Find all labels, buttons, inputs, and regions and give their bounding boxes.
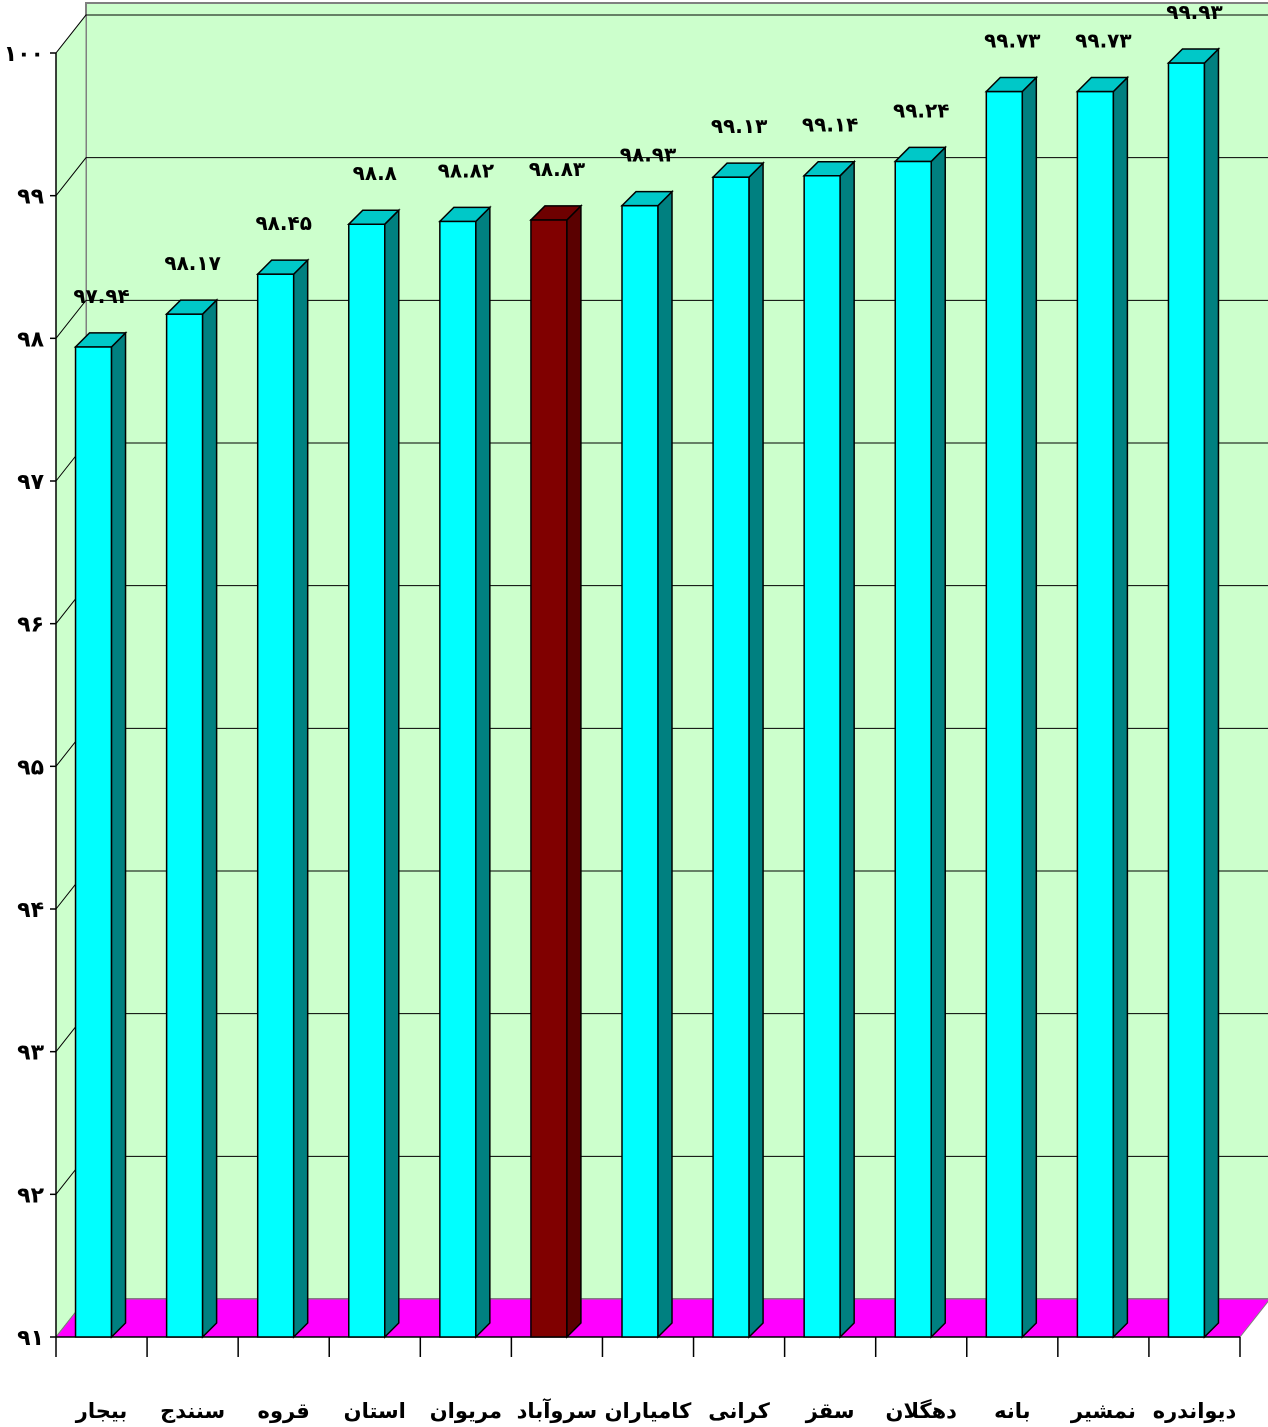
data-label: ۹۹.۷۳ xyxy=(1075,29,1131,53)
bar xyxy=(802,159,856,1339)
data-label: ۹۹.۹۳ xyxy=(1166,0,1222,24)
bar-side xyxy=(292,258,309,1339)
category-label: دیواندره xyxy=(1153,1399,1237,1423)
bar-front xyxy=(712,176,750,1338)
y-tick-label: ۹۲ xyxy=(17,1183,44,1208)
data-label: ۹۸.۸۲ xyxy=(438,158,494,182)
data-label: ۹۹.۲۴ xyxy=(893,98,949,122)
bar-front xyxy=(621,204,659,1338)
bar xyxy=(893,145,948,1339)
bar-front xyxy=(74,346,113,1338)
bar xyxy=(1166,47,1221,1339)
data-label: ۹۸.۸ xyxy=(353,161,397,185)
data-label: ۹۹.۱۳ xyxy=(711,114,767,138)
y-tick-label: ۹۸ xyxy=(17,327,44,352)
bar-top xyxy=(1166,48,1221,64)
data-label: ۹۸.۸۳ xyxy=(529,157,585,181)
bar-front xyxy=(256,273,295,1338)
bar xyxy=(164,298,219,1339)
bar xyxy=(984,75,1039,1339)
bar-side xyxy=(657,189,673,1339)
bar xyxy=(346,208,401,1339)
bar-front xyxy=(530,219,568,1338)
bar xyxy=(620,189,674,1339)
category-label: مریوان xyxy=(430,1399,502,1423)
bar-top xyxy=(73,332,128,348)
gridline xyxy=(55,14,1268,54)
bar xyxy=(255,258,310,1339)
bar-top xyxy=(802,160,856,177)
bar-front xyxy=(348,223,386,1338)
category-label: دهگلان xyxy=(886,1398,958,1423)
bar xyxy=(73,331,128,1339)
category-label: کامیاران xyxy=(605,1399,693,1423)
data-label: ۹۹.۷۳ xyxy=(984,29,1040,53)
data-label: ۹۸.۹۳ xyxy=(620,143,676,167)
y-tick-label: ۹۶ xyxy=(17,613,44,638)
y-tick-label: ۹۷ xyxy=(17,470,44,495)
bar-front xyxy=(439,220,477,1338)
bar xyxy=(711,161,765,1339)
bar-side xyxy=(748,161,764,1339)
bar-side xyxy=(930,145,946,1339)
bar-side xyxy=(566,204,582,1339)
category-label: قروه xyxy=(258,1399,310,1423)
bar-front xyxy=(803,174,841,1338)
bar-side xyxy=(839,159,855,1339)
labels: ۹۱ ۹۲ ۹۳ ۹۴ ۹۵ ۹۶ ۹۷ ۹۸ ۹۹ ۱۰۰ ۹۷.۹۴ بیجار ۹۸.۱۷ سنند… xyxy=(4,0,1237,1424)
bar-front xyxy=(985,90,1024,1338)
bar-top xyxy=(1075,76,1130,93)
bar-side xyxy=(1112,75,1129,1339)
y-tick-label: ۹۴ xyxy=(17,898,44,923)
y-tick-label: ۹۵ xyxy=(17,755,44,780)
bar-front xyxy=(1167,62,1206,1338)
gridline xyxy=(55,299,1268,339)
bar-side xyxy=(1203,47,1220,1339)
bar-side xyxy=(475,205,491,1339)
bar-side xyxy=(201,298,218,1339)
gridline xyxy=(55,157,1268,196)
bar-top xyxy=(984,76,1039,93)
category-label: بانه xyxy=(994,1399,1030,1423)
bar-front xyxy=(165,313,204,1338)
bar-top xyxy=(711,162,765,178)
y-tick-label: ۹۳ xyxy=(17,1041,44,1066)
bar-top xyxy=(529,205,583,221)
data-label: ۹۸.۱۷ xyxy=(164,251,220,275)
data-label: ۹۸.۴۵ xyxy=(255,211,311,235)
bar xyxy=(438,205,492,1339)
y-tick-label: ۹۹ xyxy=(17,185,44,210)
category-label: سنندج xyxy=(160,1399,225,1424)
bar-top xyxy=(164,299,219,315)
category-label: سروآباد xyxy=(517,1398,598,1423)
category-label: سقز xyxy=(805,1399,855,1423)
bar-top xyxy=(346,209,401,225)
bar-top xyxy=(620,190,674,207)
bar-side xyxy=(1021,75,1038,1339)
bar-top xyxy=(255,259,310,275)
category-label: استان xyxy=(344,1399,406,1423)
category-label: کرانی xyxy=(708,1399,770,1423)
data-label: ۹۹.۱۴ xyxy=(802,113,858,137)
y-tick-label: ۱۰۰ xyxy=(4,42,44,67)
category-label: نمشیر xyxy=(1070,1399,1136,1423)
bar-top xyxy=(438,206,492,223)
bars xyxy=(73,47,1221,1339)
bar-side xyxy=(384,208,400,1339)
bar xyxy=(1075,75,1130,1339)
bar-front xyxy=(1076,90,1115,1338)
y-tick-label: ۹۱ xyxy=(17,1326,44,1351)
bar xyxy=(529,204,583,1339)
bar-top xyxy=(893,146,948,163)
bar-front xyxy=(894,160,932,1338)
category-label: بیجار xyxy=(75,1399,128,1423)
data-label: ۹۷.۹۴ xyxy=(73,284,129,308)
bar-side xyxy=(110,331,127,1339)
